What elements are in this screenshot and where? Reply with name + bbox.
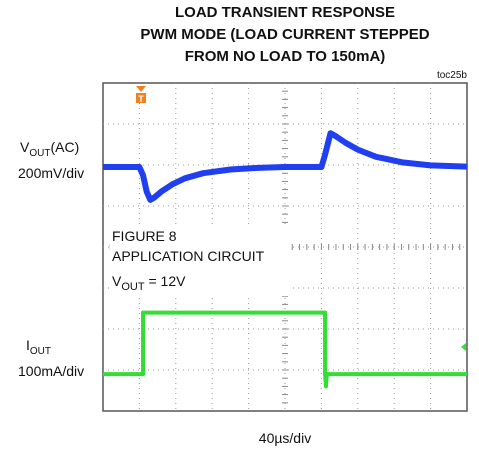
series-label: IOUT — [26, 337, 51, 357]
trace — [103, 130, 468, 203]
x-axis-label: 40µs/div — [259, 430, 311, 446]
trace — [103, 310, 467, 389]
series-label: VOUT(AC) — [20, 139, 79, 159]
series-scale: 100mA/div — [18, 363, 84, 379]
annotation: APPLICATION CIRCUIT — [112, 248, 265, 264]
chart-title: LOAD TRANSIENT RESPONSE — [175, 4, 395, 21]
annotation: VOUT = 12V — [112, 273, 186, 293]
annotation-bg — [110, 224, 290, 296]
level-marker — [461, 343, 466, 351]
trigger-marker: T — [136, 86, 146, 104]
figure-id: toc25b — [437, 70, 467, 81]
chart-subtitle: PWM MODE (LOAD CURRENT STEPPED — [140, 26, 429, 43]
series-scale: 200mV/div — [18, 165, 84, 181]
chart-subtitle: FROM NO LOAD TO 150mA) — [185, 48, 386, 65]
svg-text:T: T — [138, 94, 144, 104]
annotation: FIGURE 8 — [112, 228, 177, 244]
